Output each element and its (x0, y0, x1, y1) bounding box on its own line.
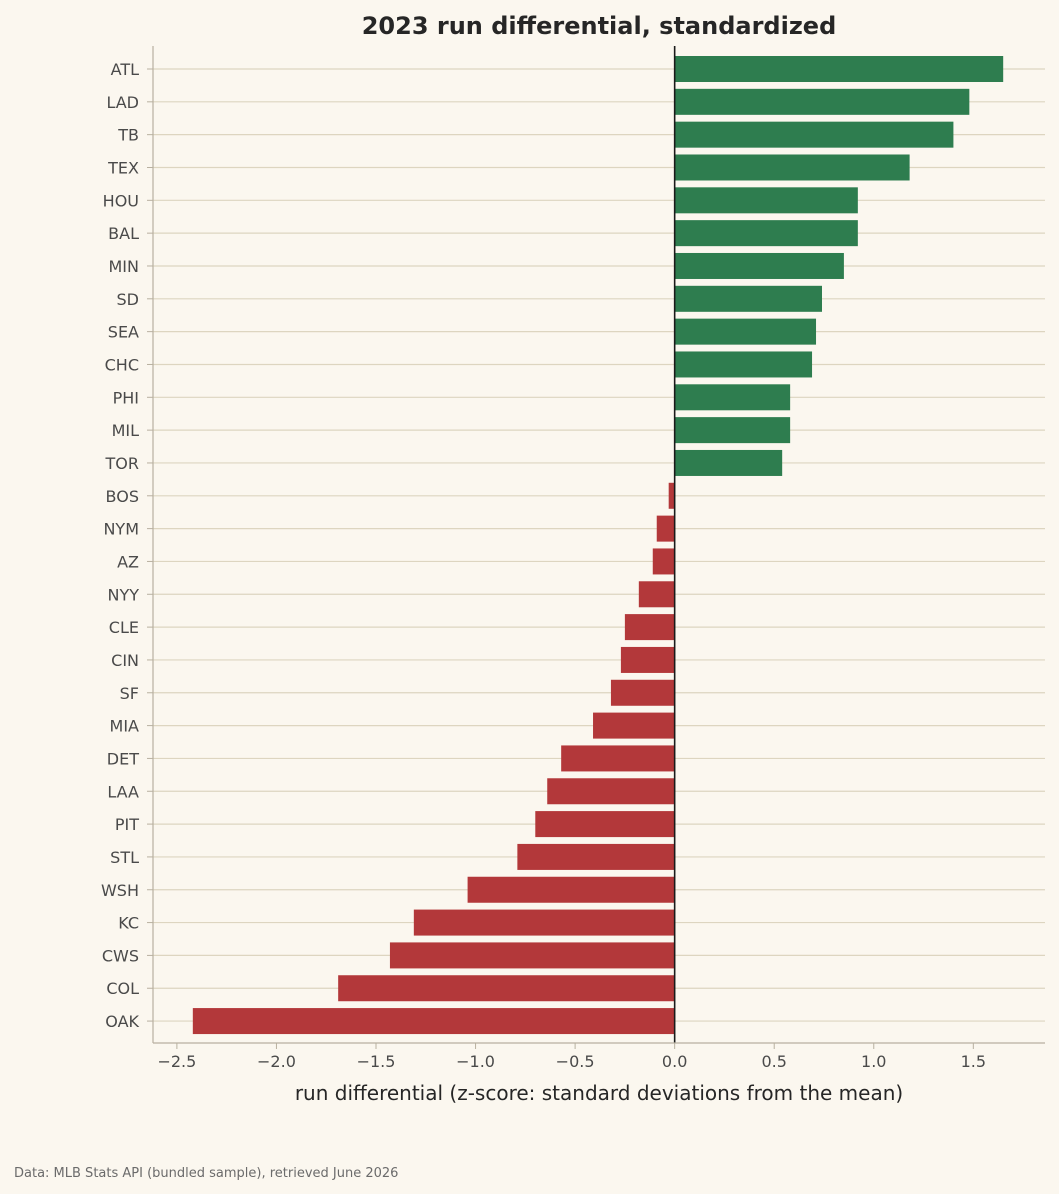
bar-az (652, 548, 675, 575)
bar-col (338, 975, 675, 1002)
x-tick-label: 0.5 (761, 1052, 786, 1071)
x-tick-label: 1.5 (961, 1052, 986, 1071)
bar-tor (674, 449, 783, 476)
bar-bos (668, 482, 675, 509)
x-tick-label: −0.5 (556, 1052, 595, 1071)
bar-hou (674, 187, 858, 214)
bar-nym (656, 515, 675, 542)
bar-tb (674, 121, 954, 148)
bar-bal (674, 220, 858, 247)
x-tick-label: −1.5 (357, 1052, 396, 1071)
y-tick-label: TEX (107, 158, 139, 177)
y-tick-label: TB (117, 126, 139, 145)
bar-cin (620, 646, 675, 673)
y-tick-label: CLE (109, 618, 139, 637)
bar-kc (413, 909, 675, 936)
y-tick-label: AZ (117, 552, 139, 571)
bar-sd (674, 285, 822, 312)
x-tick-label: 0.0 (662, 1052, 687, 1071)
bar-pit (535, 811, 675, 838)
y-tick-label: STL (110, 848, 139, 867)
bar-det (561, 745, 675, 772)
bar-stl (517, 843, 675, 870)
x-axis-label: run differential (z-score: standard devi… (295, 1081, 903, 1105)
x-tick-label: −2.5 (157, 1052, 196, 1071)
y-tick-label: OAK (105, 1012, 139, 1031)
y-tick-label: CWS (102, 946, 139, 965)
y-tick-label: HOU (103, 191, 139, 210)
y-tick-label: LAA (107, 782, 139, 801)
y-tick-label: PHI (113, 388, 139, 407)
y-tick-label: COL (106, 979, 139, 998)
y-tick-label: SEA (108, 323, 139, 342)
x-axis-ticks: −2.5 −2.0 −1.5 −1.0 −0.5 0.0 0.5 1.0 1.5 (157, 1043, 986, 1071)
bar-tex (674, 154, 910, 181)
source-note: Data: MLB Stats API (bundled sample), re… (14, 1166, 398, 1181)
bar-mil (674, 417, 791, 444)
bar-mia (593, 712, 675, 739)
y-tick-label: BOS (106, 487, 139, 506)
y-tick-label: ATL (111, 60, 139, 79)
y-tick-label: BAL (108, 224, 139, 243)
y-tick-label: PIT (115, 815, 139, 834)
y-tick-label: SD (117, 290, 139, 309)
y-tick-label: MIL (112, 421, 140, 440)
x-tick-label: −2.0 (257, 1052, 296, 1071)
bar-min (674, 252, 844, 279)
y-tick-label: LAD (106, 93, 139, 112)
bar-chc (674, 351, 813, 378)
bar-cle (624, 614, 675, 641)
bar-atl (674, 56, 1004, 82)
chart-title: 2023 run differential, standardized (362, 12, 837, 40)
bar-cws (389, 942, 675, 969)
bar-laa (547, 778, 675, 805)
y-tick-label: MIA (110, 717, 140, 736)
bar-wsh (467, 876, 675, 903)
y-axis-labels: ATL LAD TB TEX HOU BAL MIN SD SEA CHC PHI MIL TOR BOS… (101, 60, 140, 1031)
y-tick-label: DET (107, 749, 139, 768)
y-tick-label: CHC (105, 355, 139, 374)
y-tick-label: MIN (109, 257, 140, 276)
y-tick-label: KC (118, 914, 139, 933)
x-tick-label: 1.0 (861, 1052, 886, 1071)
bar-sf (610, 679, 675, 706)
y-tick-label: SF (120, 684, 139, 703)
y-tick-label: NYM (103, 520, 139, 539)
y-tick-label: CIN (111, 651, 139, 670)
axes (147, 46, 1045, 1044)
y-tick-label: TOR (105, 454, 139, 473)
bars (192, 56, 1004, 1035)
bar-nyy (638, 581, 675, 608)
x-tick-label: −1.0 (456, 1052, 495, 1071)
bar-sea (674, 318, 817, 345)
bar-phi (674, 384, 791, 411)
bar-oak (192, 1008, 675, 1035)
y-tick-label: NYY (107, 585, 139, 604)
y-tick-label: WSH (101, 881, 139, 900)
bar-lad (674, 88, 970, 115)
